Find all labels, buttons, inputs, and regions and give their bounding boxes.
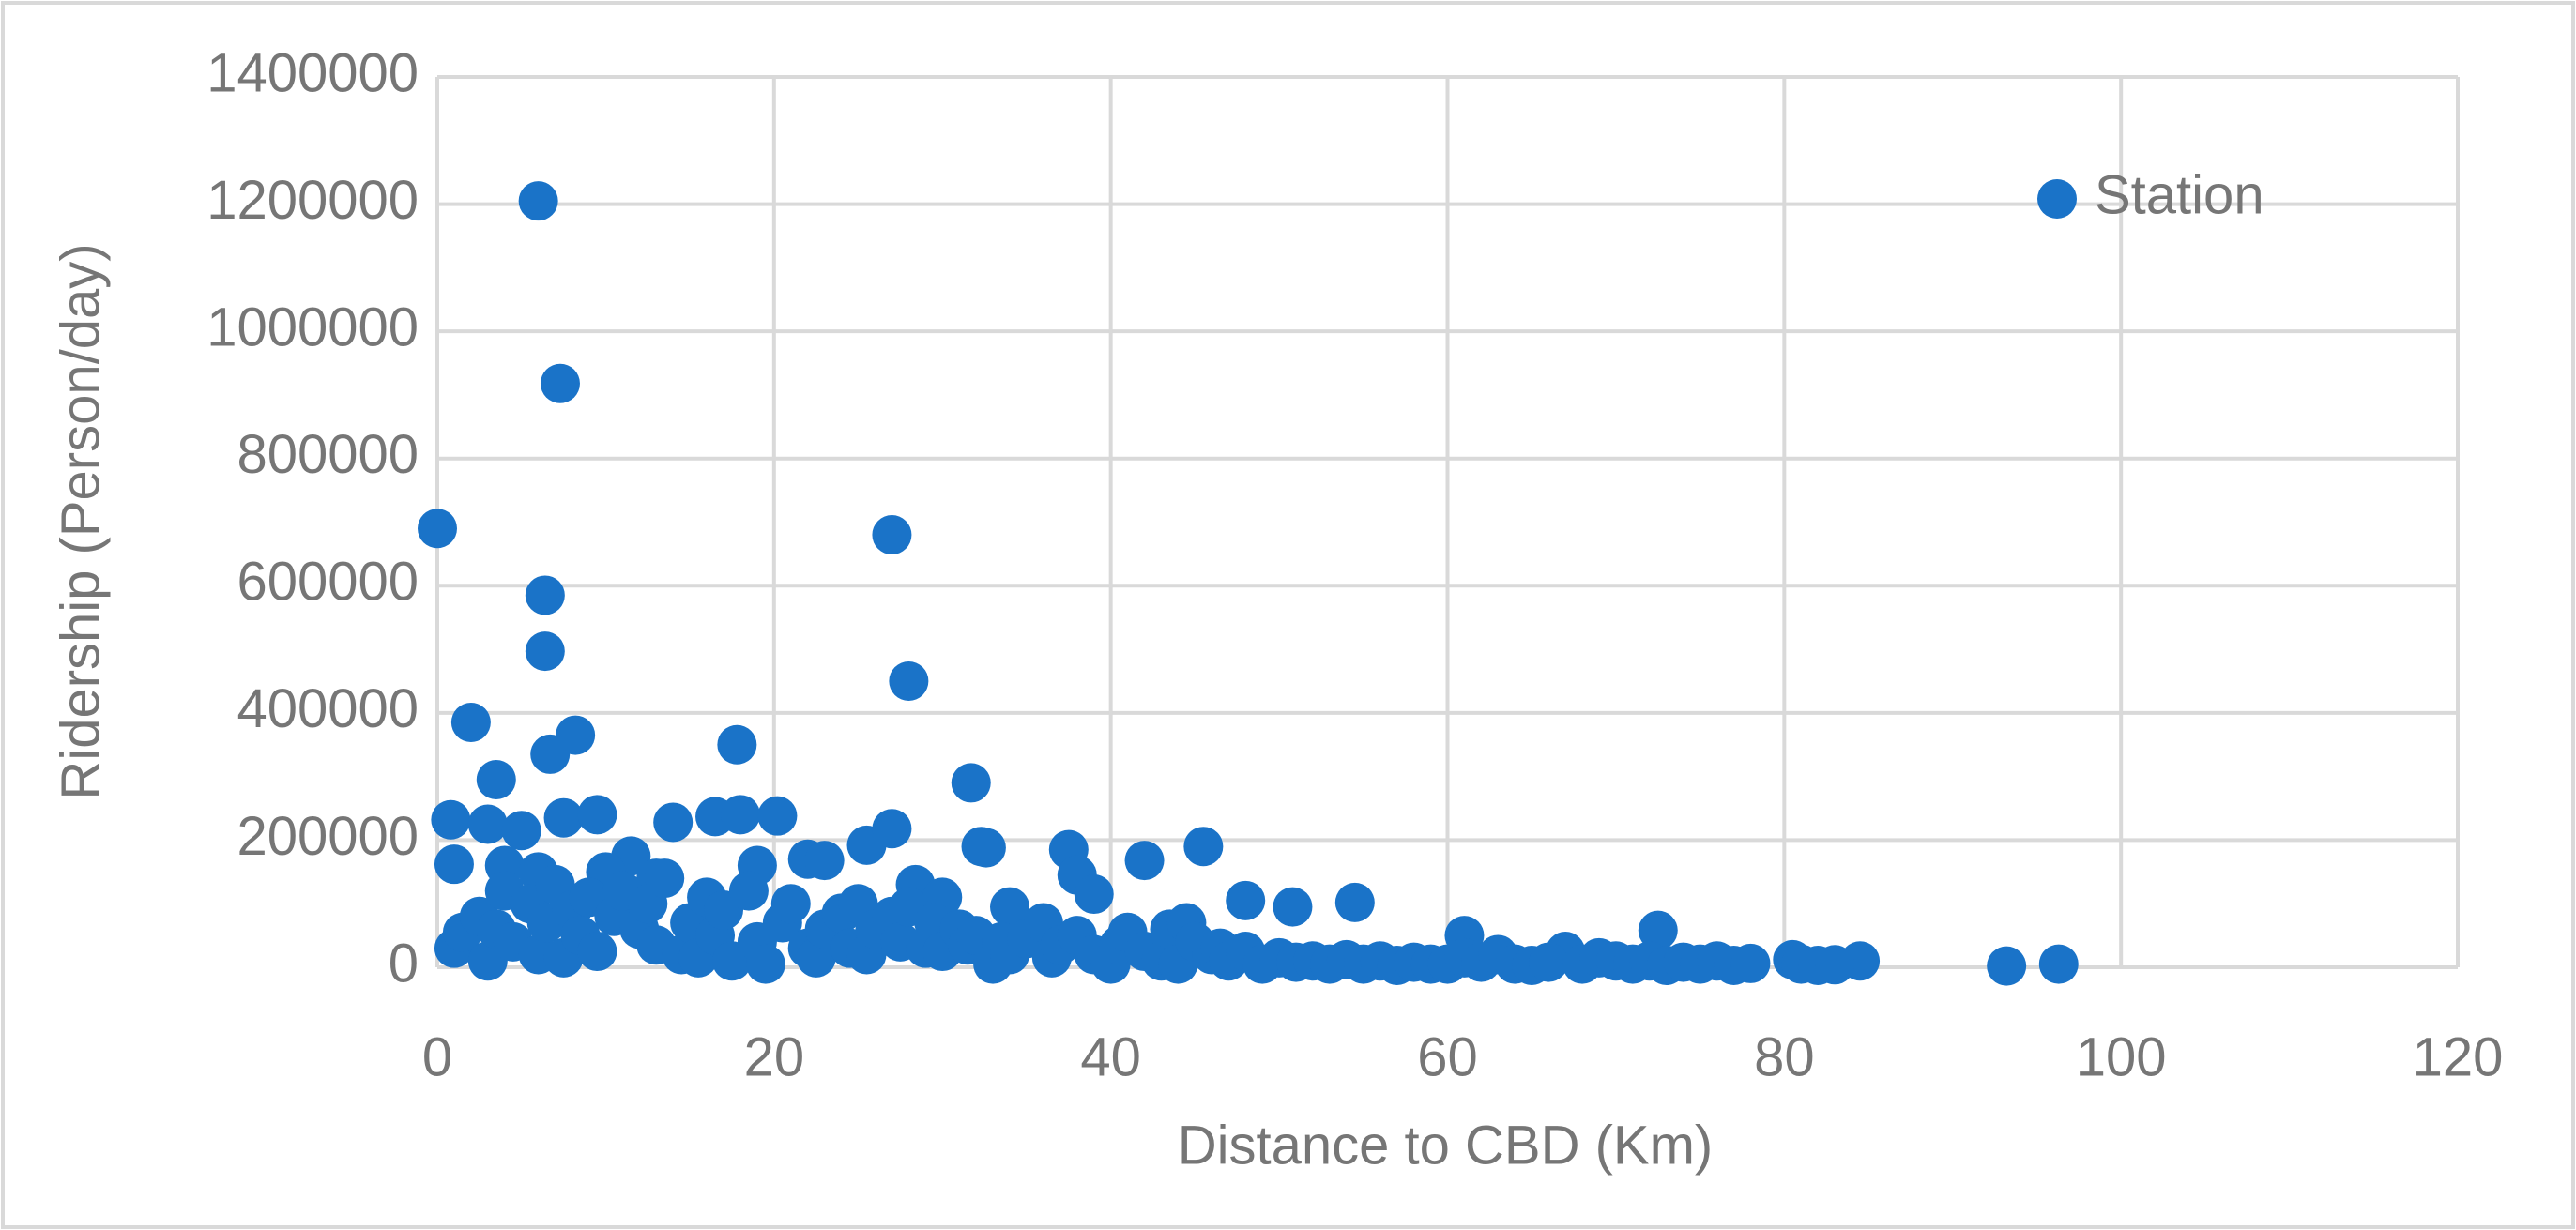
point (418, 509, 457, 549)
point (1124, 841, 1165, 881)
y-tick-label: 800000 (236, 424, 419, 485)
point (450, 703, 491, 743)
point (804, 841, 845, 881)
point (990, 887, 1030, 927)
point (872, 809, 912, 849)
point (577, 932, 617, 972)
x-tick-label: 120 (2413, 1026, 2504, 1087)
point (518, 181, 558, 221)
point (1529, 942, 1569, 982)
point (951, 763, 991, 803)
x-axis-label: Distance to CBD (Km) (1178, 1115, 1713, 1176)
point (1815, 945, 1855, 985)
point (1334, 882, 1375, 922)
point (745, 944, 785, 984)
point (645, 858, 685, 899)
point (889, 661, 929, 701)
point (1638, 910, 1678, 950)
y-tick-label: 1000000 (206, 296, 419, 357)
x-tick-label: 80 (1754, 1026, 1815, 1087)
point (525, 631, 565, 672)
point (501, 811, 541, 851)
point (525, 575, 565, 615)
point (1074, 874, 1114, 915)
x-tick-label: 0 (422, 1026, 452, 1087)
point (1273, 887, 1313, 927)
point (653, 802, 694, 843)
point (770, 884, 811, 924)
y-tick-label: 400000 (236, 678, 419, 739)
x-tick-label: 40 (1080, 1026, 1141, 1087)
point (728, 871, 769, 911)
point (1226, 880, 1266, 920)
point (577, 795, 617, 835)
point (757, 796, 798, 836)
y-tick-label: 600000 (236, 552, 419, 613)
point (872, 515, 912, 555)
point (530, 734, 571, 774)
legend-label: Station (2095, 164, 2264, 225)
legend-marker (2037, 179, 2077, 219)
point (476, 760, 516, 800)
y-tick-label: 200000 (236, 806, 419, 867)
point (540, 363, 580, 403)
point (717, 724, 757, 765)
y-axis-label: Ridership (Person/day) (50, 243, 111, 799)
x-tick-label: 100 (2076, 1026, 2167, 1087)
point (467, 804, 508, 844)
point (1183, 827, 1224, 867)
point (543, 797, 584, 838)
point (2038, 944, 2079, 984)
point (434, 844, 474, 885)
point (720, 795, 760, 835)
point (431, 799, 471, 840)
y-tick-label: 1200000 (206, 170, 419, 231)
point (1730, 943, 1771, 983)
point (1987, 946, 2027, 986)
y-tick-label: 1400000 (206, 42, 419, 103)
x-tick-label: 20 (744, 1026, 805, 1087)
x-tick-label: 60 (1417, 1026, 1478, 1087)
y-tick-label: 0 (389, 933, 419, 994)
point (966, 828, 1006, 868)
